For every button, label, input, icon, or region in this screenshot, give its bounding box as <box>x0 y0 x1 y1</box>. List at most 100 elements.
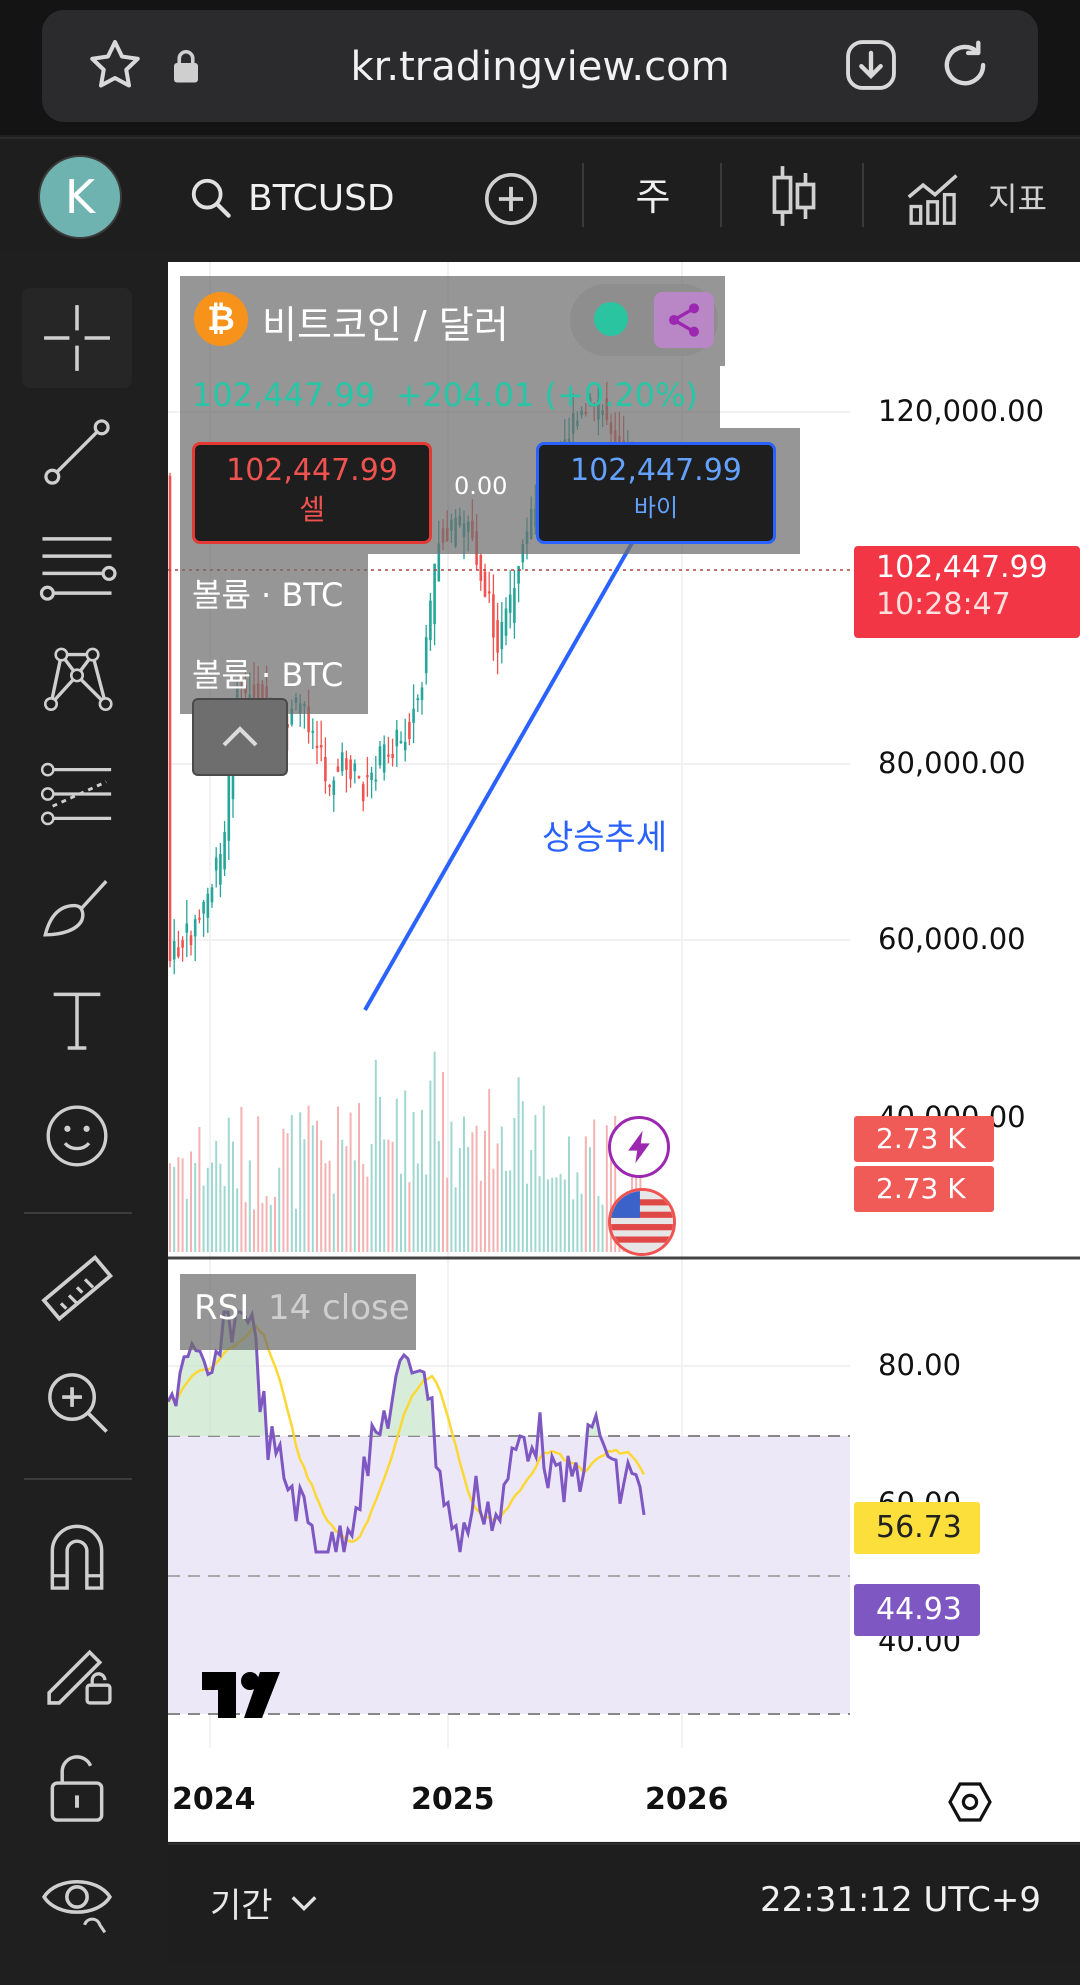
volume-bar <box>307 1105 310 1252</box>
candle-body <box>219 854 222 885</box>
bookmark-star-icon[interactable] <box>80 30 150 100</box>
candle-body <box>223 832 226 870</box>
market-status-dot-icon[interactable] <box>594 302 628 336</box>
volume-bar <box>303 1139 306 1252</box>
volume-bar <box>370 1144 373 1252</box>
compare-add-icon[interactable] <box>478 166 544 232</box>
volume-label-2[interactable]: 볼륨 · BTC <box>192 656 344 694</box>
trend-line[interactable] <box>363 535 638 1011</box>
user-avatar[interactable]: K <box>38 155 122 239</box>
sell-button[interactable]: 102,447.99 셀 <box>192 442 432 544</box>
candle-body <box>361 784 365 802</box>
volume-bar <box>261 1203 264 1252</box>
candle-body <box>408 721 411 739</box>
trend-line-tool-icon[interactable] <box>22 402 132 502</box>
volume-bar <box>227 1117 230 1252</box>
rsi-value-badge: 44.93 <box>854 1584 980 1636</box>
volume-bar <box>387 1139 390 1252</box>
volume-bar <box>547 1179 549 1252</box>
candle-body <box>374 779 378 782</box>
toolbar-divider <box>720 163 722 227</box>
candles-chart-type-icon[interactable] <box>766 160 822 232</box>
candle-body <box>412 708 415 723</box>
volume-bar <box>169 1163 171 1252</box>
trend-annotation[interactable]: 상승추세 <box>542 818 668 858</box>
volume-bar <box>395 1098 398 1252</box>
volume-bar <box>605 1125 608 1252</box>
candle-body <box>324 756 327 782</box>
buy-button[interactable]: 102,447.99 바이 <box>536 442 776 544</box>
emoji-tool-icon[interactable] <box>22 1086 132 1186</box>
symbol-search[interactable]: BTCUSD <box>188 170 418 226</box>
candle-body <box>479 555 483 581</box>
volume-bar <box>530 1149 533 1252</box>
collapse-legend-button[interactable] <box>192 698 288 776</box>
volume-bar <box>500 1126 503 1252</box>
price-tick: 80,000.00 <box>878 746 1026 780</box>
volume-bar <box>286 1133 289 1252</box>
volume-bar <box>202 1185 205 1252</box>
candle-body <box>290 708 294 725</box>
volume-bar <box>290 1115 293 1252</box>
ruler-tool-icon[interactable] <box>22 1240 132 1340</box>
volume-bar <box>278 1167 281 1252</box>
projection-tool-icon[interactable] <box>22 744 132 844</box>
volume-bar <box>194 1162 197 1252</box>
candle-body <box>168 475 172 962</box>
candle-body <box>399 740 403 743</box>
bottom-bar <box>168 1843 1080 1965</box>
volume-bar <box>173 1166 176 1252</box>
zoom-in-icon[interactable] <box>22 1352 132 1452</box>
url-text[interactable]: kr.tradingview.com <box>350 44 730 90</box>
volume-bar <box>181 1158 184 1252</box>
us-flag-event-icon[interactable] <box>608 1188 676 1256</box>
volume-label-1[interactable]: 볼륨 · BTC <box>192 576 344 614</box>
volume-bar <box>353 1160 356 1252</box>
chart-area[interactable]: ₿ 비트코인 / 달러 102,447.99 +204.01 (+0.20%) … <box>168 262 1080 1842</box>
symbol-name[interactable]: 비트코인 / 달러 <box>262 303 509 347</box>
candle-body <box>403 741 407 751</box>
date-range-button[interactable]: 기간 <box>210 1878 319 1927</box>
chart-settings-icon[interactable] <box>944 1776 996 1828</box>
clock-timezone[interactable]: 22:31:12 UTC+9 <box>760 1880 1042 1920</box>
lock-drawings-icon[interactable] <box>22 1620 132 1720</box>
volume-bar <box>433 1051 436 1252</box>
candle-body <box>319 745 323 748</box>
volume-bar <box>244 1202 247 1252</box>
volume-bar <box>374 1059 377 1252</box>
brush-tool-icon[interactable] <box>22 858 132 958</box>
lightning-event-icon[interactable] <box>608 1116 670 1178</box>
drawing-toolbar <box>0 262 155 1985</box>
text-tool-icon[interactable] <box>22 970 132 1070</box>
volume-bar <box>526 1183 528 1252</box>
pattern-tool-icon[interactable] <box>22 628 132 728</box>
candle-body <box>483 571 487 597</box>
volume-bar <box>332 1193 335 1252</box>
rsi-title[interactable]: RSI <box>194 1288 250 1328</box>
volume-bar <box>219 1163 222 1252</box>
price-tick: 120,000.00 <box>878 394 1045 428</box>
crosshair-tool-icon[interactable] <box>22 288 132 388</box>
indicators-icon <box>907 174 958 225</box>
price-chart[interactable] <box>168 262 1080 1842</box>
volume-bar <box>429 1080 432 1252</box>
candle-body <box>504 608 508 636</box>
candle-body <box>357 776 361 779</box>
volume-bar <box>513 1117 516 1252</box>
interval-button[interactable]: 주 <box>635 175 671 219</box>
toolbar-separator <box>24 1212 132 1214</box>
fib-retracement-tool-icon[interactable] <box>22 516 132 616</box>
share-icon[interactable] <box>654 292 714 348</box>
tradingview-logo[interactable] <box>202 1672 298 1718</box>
reload-icon[interactable] <box>930 30 1000 100</box>
indicators-button[interactable]: 지표 <box>904 162 1080 232</box>
candle-body <box>189 935 193 946</box>
download-icon[interactable] <box>836 30 906 100</box>
candle-body <box>185 923 189 933</box>
lock-icon <box>166 44 206 88</box>
magnet-icon[interactable] <box>22 1506 132 1606</box>
visibility-eye-icon[interactable] <box>22 1852 132 1952</box>
date-range-label: 기간 <box>210 1886 273 1926</box>
volume-bar <box>400 1173 402 1252</box>
unlock-icon[interactable] <box>22 1738 132 1838</box>
